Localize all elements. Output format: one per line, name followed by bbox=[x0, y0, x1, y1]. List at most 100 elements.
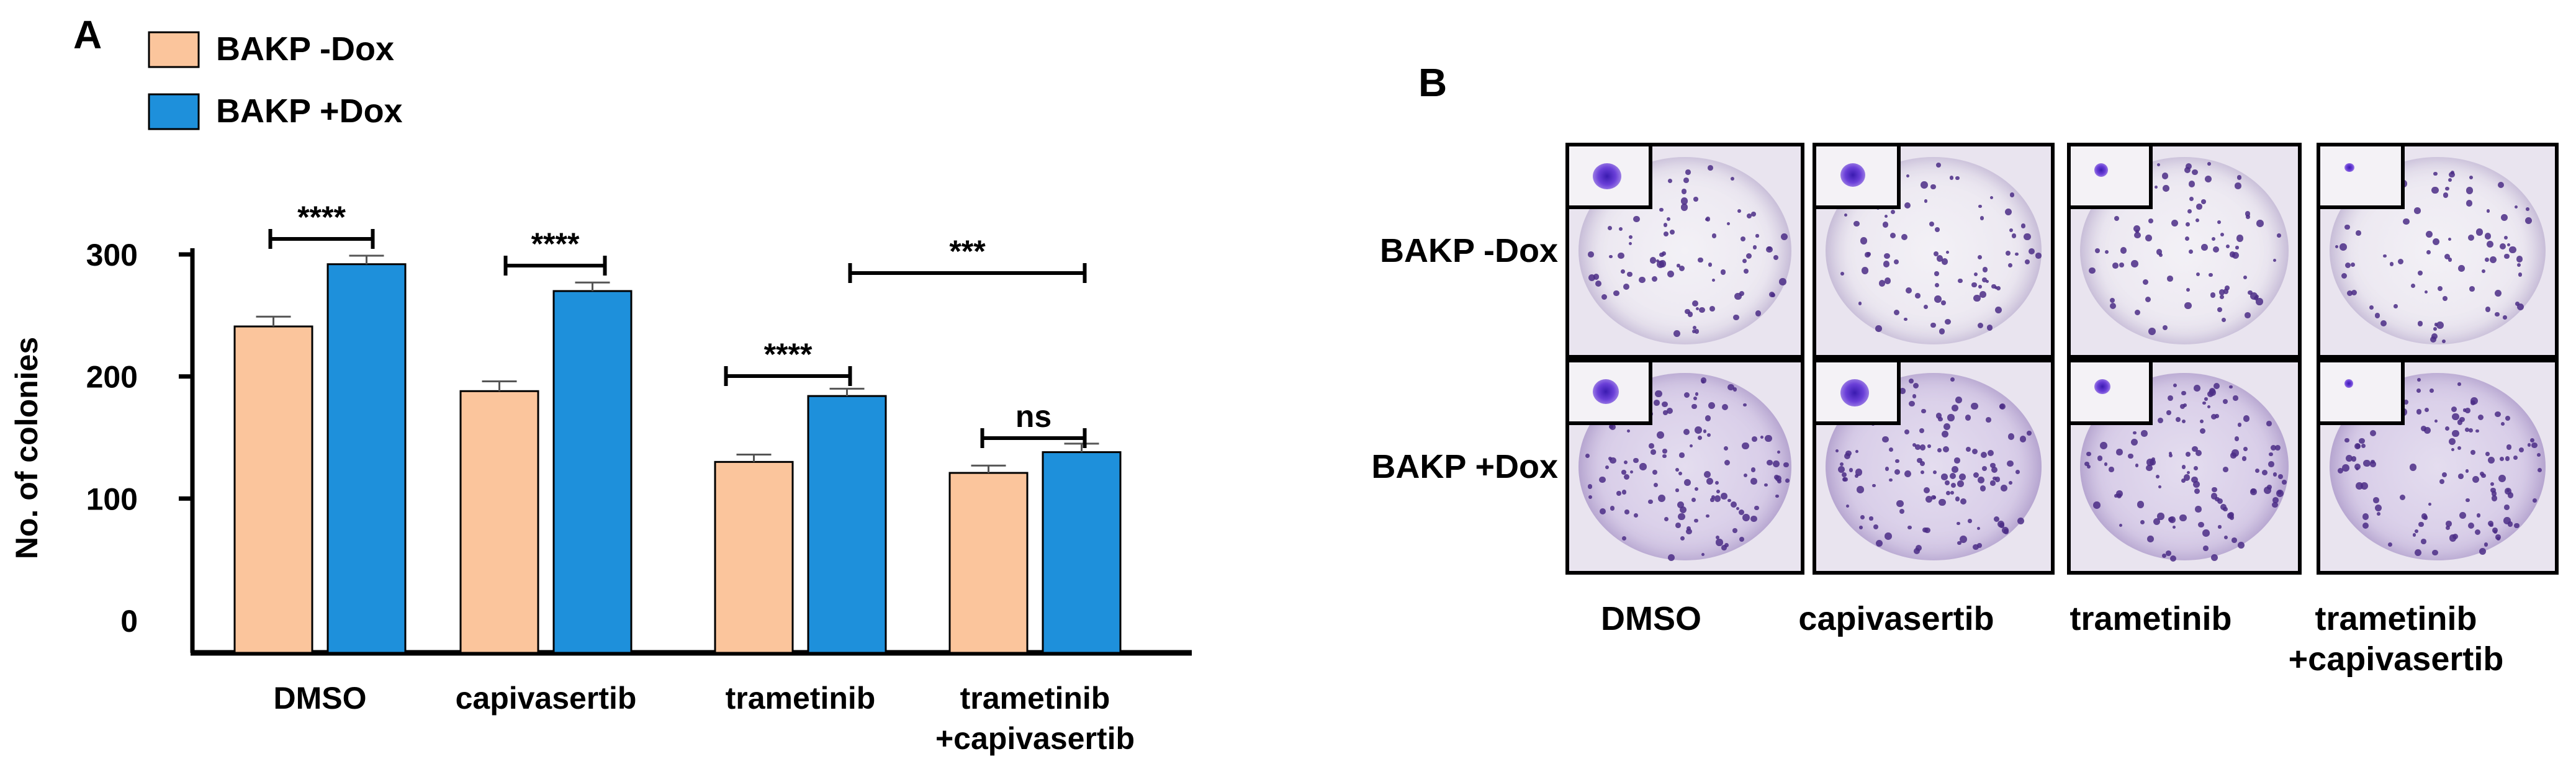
colony bbox=[2156, 249, 2163, 255]
colony bbox=[1626, 271, 1633, 277]
colony bbox=[2375, 504, 2382, 511]
colony bbox=[2277, 233, 2281, 238]
colony bbox=[1920, 470, 1925, 475]
colony bbox=[2506, 444, 2512, 450]
colony bbox=[1695, 392, 1699, 397]
colony bbox=[1693, 396, 1698, 400]
colony bbox=[1930, 184, 1936, 190]
colony bbox=[2004, 208, 2012, 215]
colony bbox=[2110, 302, 2117, 309]
colony bbox=[2341, 272, 2348, 279]
colony bbox=[2442, 296, 2448, 301]
legend: BAKP -Dox BAKP +Dox bbox=[148, 30, 403, 130]
colony bbox=[1858, 302, 1862, 305]
colony-inset bbox=[2071, 146, 2153, 209]
colony bbox=[2423, 426, 2431, 434]
colony bbox=[2503, 517, 2511, 525]
colony bbox=[2207, 405, 2211, 409]
colony bbox=[1683, 479, 1691, 487]
colony bbox=[2137, 501, 2145, 508]
colony bbox=[2498, 181, 2505, 188]
colony bbox=[2397, 258, 2404, 264]
colony bbox=[2271, 445, 2277, 451]
colony bbox=[1693, 325, 1697, 330]
colony bbox=[1904, 470, 1911, 478]
colony bbox=[1686, 528, 1692, 535]
colony bbox=[2459, 511, 2467, 519]
colony bbox=[2264, 487, 2272, 495]
colony bbox=[1977, 255, 1982, 260]
colony bbox=[1991, 284, 1996, 289]
colony bbox=[2464, 428, 2469, 432]
colony bbox=[1690, 444, 1693, 448]
colony-plate-image bbox=[1813, 143, 2055, 359]
colony-inset bbox=[1816, 146, 1901, 209]
colony bbox=[2356, 230, 2362, 236]
colony bbox=[1996, 286, 2001, 291]
colony bbox=[2187, 209, 2192, 213]
colony bbox=[2120, 247, 2127, 254]
colony bbox=[1885, 467, 1889, 472]
colony bbox=[2354, 463, 2361, 470]
colony bbox=[2282, 479, 2287, 485]
colony bbox=[1941, 258, 1948, 265]
colony bbox=[2380, 320, 2387, 327]
colony bbox=[1939, 498, 1946, 506]
colony bbox=[2465, 408, 2470, 413]
colony bbox=[2266, 421, 2272, 426]
colony bbox=[1623, 474, 1629, 480]
colony bbox=[1750, 515, 1757, 523]
colony bbox=[2457, 446, 2462, 450]
colony bbox=[2373, 497, 2379, 503]
colony bbox=[1896, 500, 1904, 508]
colony bbox=[2135, 464, 2139, 467]
colony bbox=[2431, 186, 2439, 194]
colony bbox=[1878, 280, 1886, 287]
colony bbox=[2202, 529, 2210, 537]
colony bbox=[2207, 391, 2214, 398]
colony bbox=[2183, 403, 2187, 407]
colony bbox=[1601, 294, 1607, 300]
colony bbox=[2236, 235, 2244, 242]
colony bbox=[1972, 544, 1979, 550]
colony bbox=[1711, 233, 1717, 238]
colony bbox=[2161, 173, 2168, 179]
colony bbox=[1679, 452, 1685, 458]
colony bbox=[1904, 202, 1911, 209]
legend-swatch-minus-dox bbox=[148, 31, 200, 68]
colony bbox=[2151, 457, 2156, 461]
colony bbox=[1936, 254, 1943, 262]
colony bbox=[1945, 318, 1951, 325]
colony bbox=[2181, 478, 2186, 483]
colony bbox=[1950, 472, 1957, 479]
colony bbox=[2210, 292, 2216, 298]
colony bbox=[1884, 214, 1888, 218]
colony bbox=[1695, 487, 1699, 491]
colony bbox=[1655, 390, 1662, 397]
colony bbox=[1695, 307, 1699, 311]
colony bbox=[1687, 312, 1693, 317]
inset-colony bbox=[1593, 379, 1619, 404]
colony bbox=[2439, 479, 2445, 485]
colony bbox=[1912, 394, 1917, 398]
colony-plate-image bbox=[1565, 359, 1804, 575]
colony bbox=[2217, 498, 2223, 505]
colony bbox=[1971, 402, 1978, 410]
colony bbox=[1720, 269, 1726, 275]
colony bbox=[2502, 315, 2507, 320]
colony bbox=[2498, 475, 2506, 483]
colony bbox=[2255, 469, 2260, 474]
colony bbox=[1760, 436, 1764, 439]
colony bbox=[2236, 175, 2242, 181]
colony bbox=[1621, 536, 1627, 541]
colony bbox=[2486, 209, 2490, 213]
colony bbox=[2415, 549, 2421, 556]
colony bbox=[2192, 169, 2198, 176]
colony bbox=[2194, 384, 2201, 392]
colony bbox=[1899, 388, 1906, 394]
colony bbox=[2400, 495, 2406, 501]
colony bbox=[2490, 487, 2496, 493]
colony bbox=[1775, 494, 1780, 498]
colony bbox=[1905, 287, 1912, 294]
colony bbox=[2243, 447, 2248, 452]
